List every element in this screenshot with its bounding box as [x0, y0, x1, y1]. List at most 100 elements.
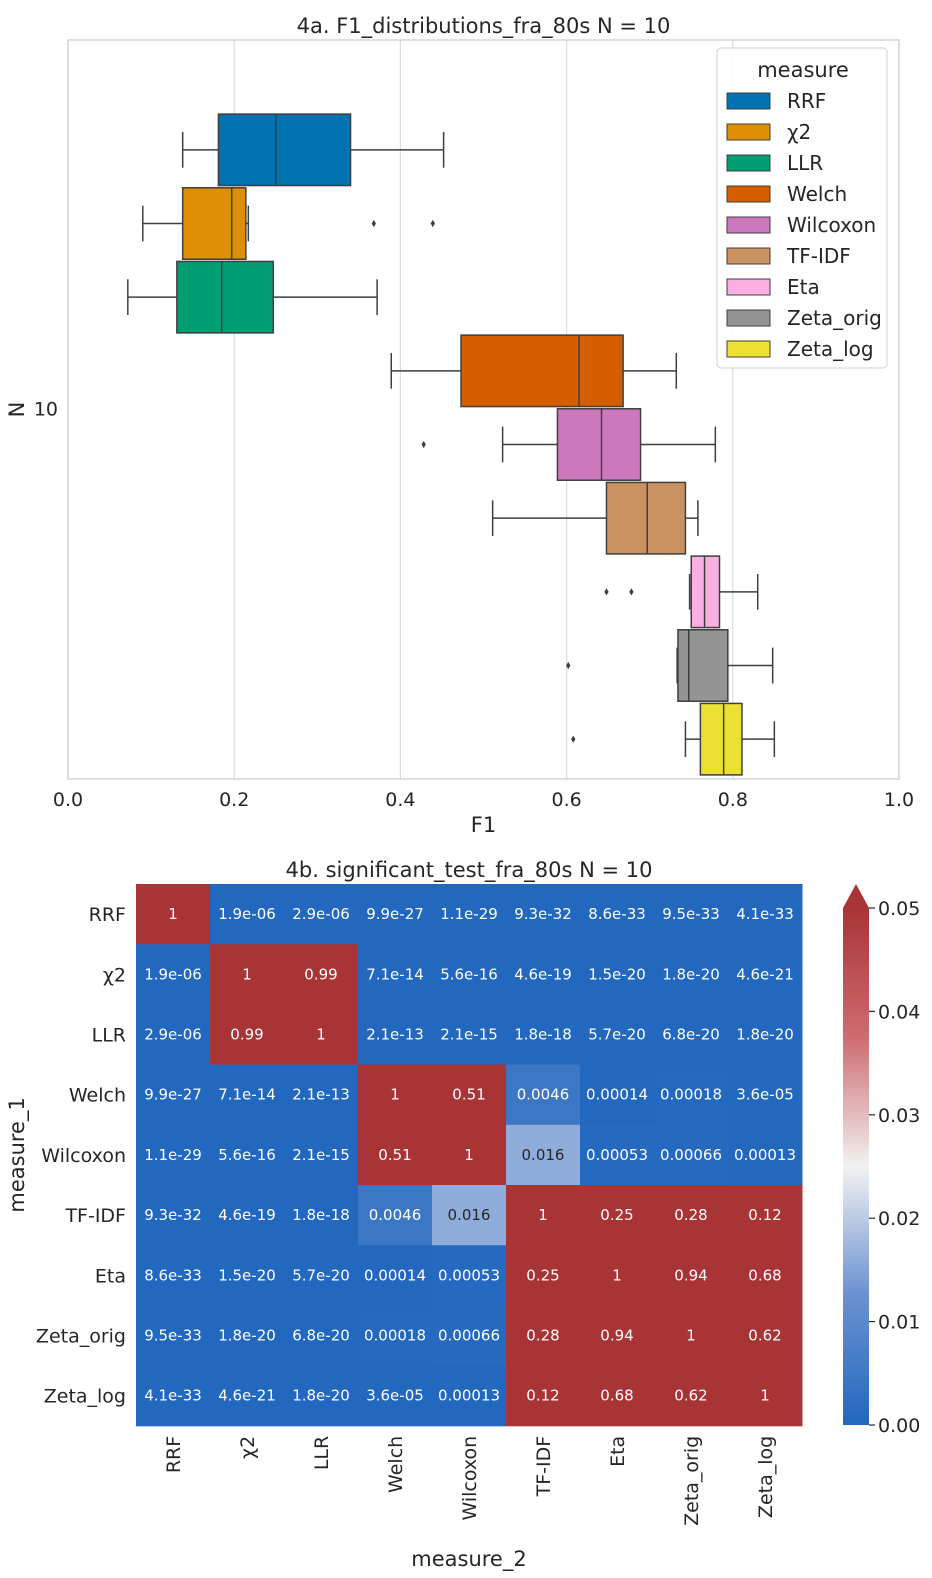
heatmap-cell — [580, 1365, 655, 1427]
cell-annotation: 3.6e-05 — [736, 1086, 794, 1104]
cell-annotation: 1.5e-20 — [588, 965, 646, 983]
box-Zeta_orig — [566, 629, 774, 702]
x-tick-label: 0.0 — [53, 789, 83, 811]
outlier-point — [566, 661, 571, 670]
heatmap-cell — [210, 884, 285, 945]
legend-label: RRF — [787, 89, 826, 113]
box-Wilcoxon — [421, 408, 717, 481]
box-iqr — [176, 260, 275, 334]
outlier-point — [629, 588, 634, 596]
colorbar-tick-label: 0.03 — [878, 1105, 920, 1127]
heatmap-cell — [358, 1245, 433, 1306]
heatmap-cell — [654, 1124, 729, 1186]
cell-annotation: 6.8e-20 — [292, 1327, 350, 1345]
box-iqr — [690, 555, 721, 629]
cell-annotation: 0.25 — [600, 1206, 633, 1224]
heatmap-cell — [580, 1245, 655, 1306]
y-axis-label: measure_1 — [5, 1097, 30, 1212]
heatmap-cell — [358, 1064, 433, 1126]
cell-annotation: 0.99 — [230, 1026, 263, 1044]
legend-label: Zeta_orig — [787, 306, 882, 330]
cell-annotation: 0.0046 — [369, 1206, 422, 1224]
heatmap-cell — [654, 884, 729, 945]
y-tick-label: 10 — [34, 399, 58, 421]
box-RRF — [181, 113, 445, 187]
legend-label: Welch — [787, 182, 847, 206]
x-tick-label: 0.2 — [219, 789, 249, 811]
cell-annotation: 1.8e-20 — [292, 1387, 350, 1405]
boxplot-chart: 4a. F1_distributions_fra_80s N = 10 0.0 0.… — [5, 14, 914, 837]
chart-title: 4a. F1_distributions_fra_80s N = 10 — [297, 14, 671, 39]
box-iqr — [605, 481, 687, 555]
heatmap-cell — [432, 1064, 507, 1126]
cell-annotation: 2.9e-06 — [292, 905, 350, 923]
heatmap-cell — [654, 1245, 729, 1306]
cell-annotation: 2.1e-13 — [292, 1086, 350, 1104]
cell-annotation: 0.016 — [522, 1146, 565, 1164]
cell-annotation: 1.8e-20 — [218, 1327, 276, 1345]
legend-title: measure — [757, 58, 849, 82]
col-label: RRF — [163, 1436, 185, 1473]
heatmap-cell — [506, 1305, 581, 1367]
heatmap-cell — [506, 1185, 581, 1246]
cell-annotation: 1.8e-20 — [662, 965, 720, 983]
heatmap-cell — [210, 1305, 285, 1367]
heatmap-cell — [654, 1365, 729, 1427]
cell-annotation: 0.28 — [526, 1327, 559, 1345]
heatmap-cell — [654, 944, 729, 1005]
heatmap-cell — [432, 944, 507, 1005]
cell-annotation: 1 — [612, 1266, 622, 1284]
cell-annotation: 0.00066 — [438, 1327, 500, 1345]
heatmap-cell — [432, 1124, 507, 1186]
cell-annotation: 0.00053 — [438, 1266, 500, 1284]
heatmap-cell — [210, 1245, 285, 1306]
heatmap-cell — [136, 1185, 211, 1246]
cell-annotation: 1.1e-29 — [144, 1146, 202, 1164]
cell-annotation: 5.6e-16 — [440, 965, 498, 983]
heatmap-cell — [136, 884, 211, 945]
heatmap-cell — [728, 944, 803, 1005]
box-TF-IDF — [491, 481, 699, 555]
cell-annotation: 8.6e-33 — [588, 905, 646, 923]
heatmap-cell — [358, 1124, 433, 1186]
legend-label: Wilcoxon — [787, 213, 876, 237]
cell-annotation: 0.12 — [748, 1206, 781, 1224]
heatmap-cell — [136, 1004, 211, 1066]
heatmap-cell — [728, 1365, 803, 1427]
heatmap-cell — [284, 1064, 359, 1126]
outlier-point — [571, 735, 576, 743]
heatmap-cell — [506, 1365, 581, 1427]
heatmap-cell — [284, 1365, 359, 1427]
cell-annotation: 9.5e-33 — [144, 1327, 202, 1345]
box-LLR — [127, 260, 378, 334]
chart-title: 4b. significant_test_fra_80s N = 10 — [286, 858, 653, 883]
cell-annotation: 5.7e-20 — [292, 1266, 350, 1284]
col-label: TF-IDF — [533, 1436, 555, 1498]
row-label: Zeta_log — [44, 1386, 126, 1408]
cell-annotation: 0.00014 — [586, 1086, 648, 1104]
cell-annotation: 1.9e-06 — [144, 965, 202, 983]
heatmap-cell — [136, 1124, 211, 1186]
colorbar — [843, 908, 869, 1425]
cell-annotation: 0.99 — [304, 965, 337, 983]
heatmap-cell — [728, 884, 803, 945]
cell-annotation: 0.62 — [748, 1327, 781, 1345]
heatmap-cell — [358, 1185, 433, 1246]
heatmap-cell — [580, 1064, 655, 1126]
cell-annotation: 7.1e-14 — [218, 1086, 276, 1104]
heatmap-cell — [728, 1185, 803, 1246]
cell-annotation: 0.68 — [600, 1387, 633, 1405]
col-label: Eta — [607, 1436, 629, 1467]
cell-annotation: 3.6e-05 — [366, 1387, 424, 1405]
heatmap-cell — [284, 944, 359, 1005]
heatmap-cell — [432, 1365, 507, 1427]
heatmap-cell — [210, 944, 285, 1005]
box-iqr — [460, 334, 624, 408]
cell-annotation: 0.00066 — [660, 1146, 722, 1164]
colorbar-tick-label: 0.04 — [878, 1001, 920, 1023]
col-label: Zeta_log — [755, 1436, 777, 1518]
cell-annotation: 1.8e-20 — [736, 1026, 794, 1044]
heatmap-cell — [580, 1185, 655, 1246]
heatmap-cell — [506, 884, 581, 945]
